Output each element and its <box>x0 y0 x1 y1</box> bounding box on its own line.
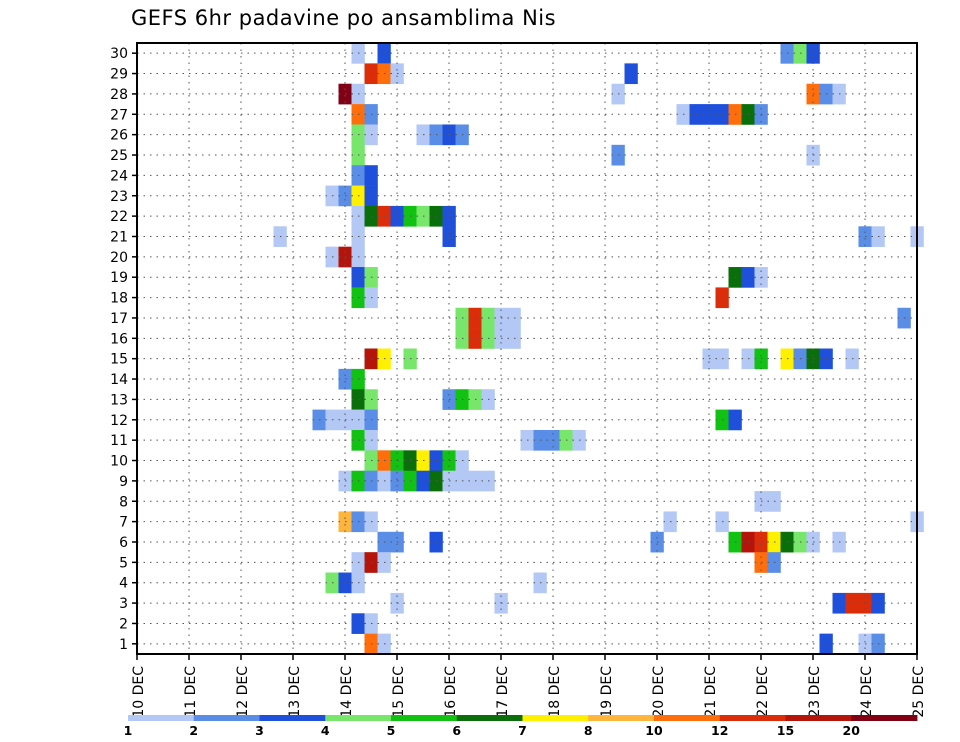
x-tick-label: 19 DEC <box>599 666 615 718</box>
y-tick-label: 10 <box>110 454 128 470</box>
y-tick-label: 13 <box>110 392 128 408</box>
y-tick-label: 21 <box>110 229 128 245</box>
y-tick-label: 27 <box>110 107 128 123</box>
colorbar-swatch <box>785 715 852 721</box>
y-tick-label: 9 <box>119 474 128 490</box>
x-tick-label: 24 DEC <box>859 666 875 718</box>
x-tick-label: 23 DEC <box>807 666 823 718</box>
colorbar-swatches <box>128 715 918 721</box>
x-tick-label: 10 DEC <box>131 666 147 718</box>
colorbar-label: 10 <box>645 723 663 738</box>
y-tick-label: 12 <box>110 413 128 429</box>
colorbar-swatch <box>325 715 392 721</box>
y-tick-label: 14 <box>110 372 128 388</box>
colorbar-swatch <box>851 715 918 721</box>
x-tick-label: 12 DEC <box>235 666 251 718</box>
x-tick-label: 16 DEC <box>443 666 459 718</box>
x-tick-label: 18 DEC <box>547 666 563 718</box>
x-tick-label: 20 DEC <box>651 666 667 718</box>
y-tick-label: 30 <box>110 46 128 62</box>
x-tick-label: 22 DEC <box>755 666 771 718</box>
y-tick-label: 19 <box>110 270 128 286</box>
colorbar-label: 12 <box>711 723 728 738</box>
colorbar-label: 4 <box>321 723 330 738</box>
grid-lines <box>137 43 917 654</box>
x-tick-label: 11 DEC <box>183 666 199 718</box>
colorbar-swatch <box>588 715 655 721</box>
colorbar-labels: 1 2 3 4 5 6 7 8 10 12 15 20 <box>124 723 861 738</box>
colorbar-label: 5 <box>387 723 396 738</box>
colorbar-swatch <box>654 715 721 721</box>
plot-frame <box>136 42 918 655</box>
x-tick-label: 25 DEC <box>911 666 927 718</box>
colorbar-swatch <box>128 715 195 721</box>
y-tick-label: 3 <box>119 596 128 612</box>
colorbar-swatch <box>391 715 458 721</box>
colorbar-label: 2 <box>189 723 198 738</box>
y-tick-label: 4 <box>119 576 128 592</box>
colorbar-swatch <box>719 715 786 721</box>
colorbar-label: 1 <box>124 723 133 738</box>
y-tick-label: 22 <box>110 209 128 225</box>
y-tick-label: 20 <box>110 250 128 266</box>
y-tick-label: 17 <box>110 311 128 327</box>
colorbar-label: 3 <box>255 723 264 738</box>
y-tick-label: 26 <box>110 128 128 144</box>
colorbar-label: 6 <box>452 723 461 738</box>
x-tick-label: 21 DEC <box>703 666 719 718</box>
y-tick-label: 25 <box>110 148 128 164</box>
y-axis: 1234567891011121314151617181920212223242… <box>110 46 137 653</box>
y-tick-label: 1 <box>119 637 128 653</box>
y-tick-label: 23 <box>110 189 128 205</box>
y-tick-label: 28 <box>110 87 128 103</box>
colorbar-label: 7 <box>518 723 527 738</box>
colorbar-label: 20 <box>843 723 861 738</box>
y-tick-label: 16 <box>110 331 128 347</box>
y-tick-label: 8 <box>119 494 128 510</box>
y-tick-label: 11 <box>110 433 128 449</box>
y-tick-label: 5 <box>119 555 128 571</box>
chart-title: GEFS 6hr padavine po ansamblima Nis <box>131 6 557 30</box>
y-tick-label: 18 <box>110 291 128 307</box>
colorbar-label: 15 <box>777 723 794 738</box>
x-tick-label: 17 DEC <box>495 666 511 718</box>
x-axis: 10 DEC 11 DEC 12 DEC 13 DEC 14 DEC 15 DEC 16 D… <box>131 654 927 718</box>
y-tick-label: 29 <box>110 67 128 83</box>
y-tick-label: 24 <box>110 168 128 184</box>
y-tick-label: 7 <box>119 515 128 531</box>
colorbar-swatch <box>193 715 260 721</box>
colorbar-swatch <box>456 715 523 721</box>
x-tick-label: 14 DEC <box>339 666 355 718</box>
y-tick-label: 2 <box>119 616 128 632</box>
y-tick-label: 6 <box>119 535 128 551</box>
colorbar-label: 8 <box>584 723 593 738</box>
x-tick-label: 13 DEC <box>287 666 303 718</box>
x-tick-label: 15 DEC <box>391 666 407 718</box>
colorbar-swatch <box>522 715 589 721</box>
colorbar-swatch <box>259 715 326 721</box>
y-tick-label: 15 <box>110 352 128 368</box>
